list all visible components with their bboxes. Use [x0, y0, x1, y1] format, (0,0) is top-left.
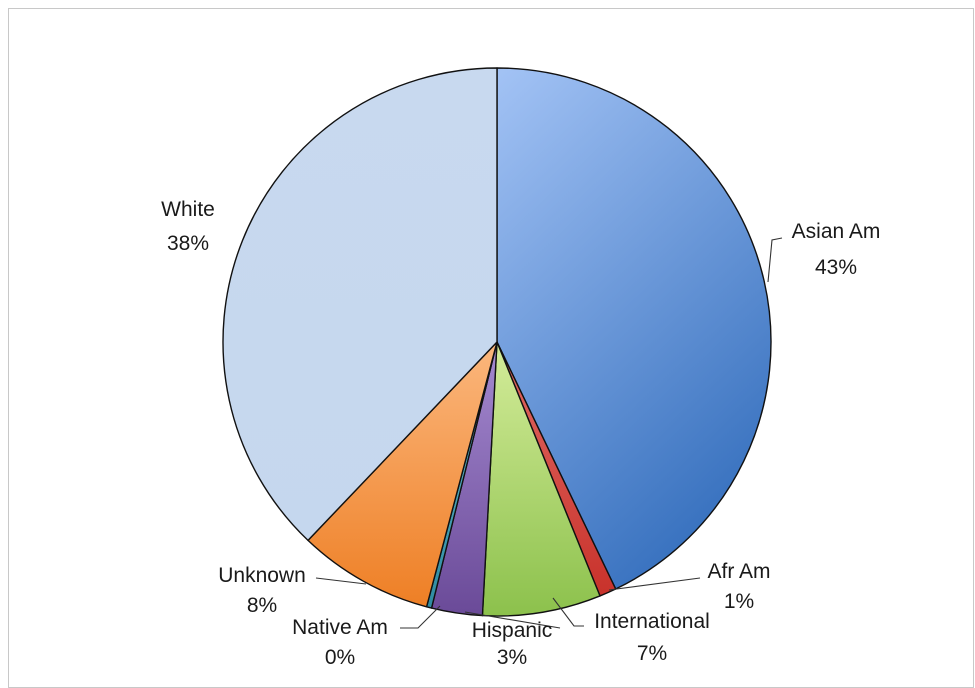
slice-percent-unknown: 8% — [247, 594, 277, 617]
leader-line-native-am — [400, 605, 441, 629]
slice-percent-hispanic: 3% — [497, 646, 527, 669]
leader-line-international — [552, 597, 584, 627]
slice-label-asian-am: Asian Am — [792, 220, 881, 243]
slice-percent-asian-am: 43% — [815, 256, 857, 279]
slice-label-international: International — [594, 610, 710, 633]
pie-slice-asian-am — [496, 67, 772, 590]
slice-label-afr-am: Afr Am — [707, 560, 770, 583]
pie-slice-white — [222, 67, 498, 542]
leader-line-afr-am — [608, 577, 701, 591]
pie-slice-unknown — [307, 341, 498, 608]
leader-line-unknown — [315, 577, 367, 585]
slice-label-native-am: Native Am — [292, 616, 388, 639]
slice-label-hispanic: Hispanic — [472, 619, 553, 642]
slice-percent-afr-am: 1% — [724, 590, 754, 613]
slice-percent-native-am: 0% — [325, 646, 355, 669]
slice-label-unknown: Unknown — [218, 564, 306, 587]
leader-line-asian-am — [767, 237, 783, 283]
slice-percent-white: 38% — [167, 232, 209, 255]
slice-label-white: White — [161, 198, 215, 221]
pie-chart: Asian Am 43% Afr Am 1% International 7% Hispan… — [161, 67, 881, 669]
leader-line-hispanic — [464, 611, 561, 629]
slice-percent-international: 7% — [637, 642, 667, 665]
